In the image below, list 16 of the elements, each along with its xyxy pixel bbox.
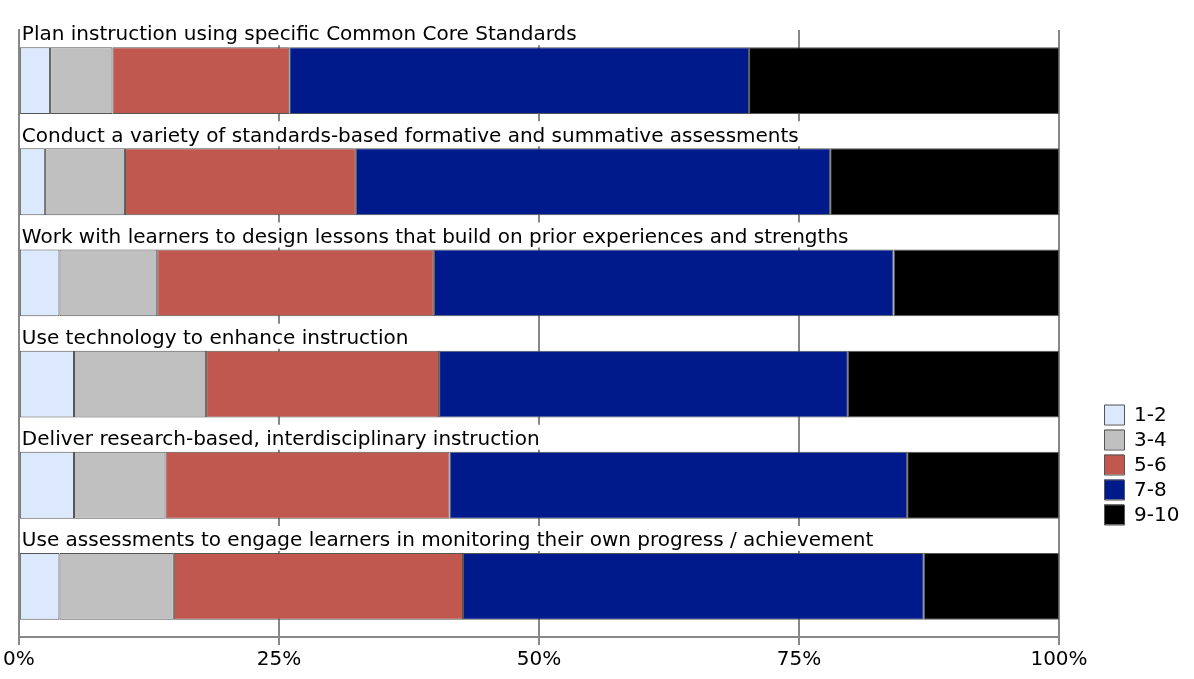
legend-label: 7-8: [1134, 476, 1167, 501]
x-tick-label: 25%: [256, 646, 302, 671]
y-tick-label: Work with learners to design lessons that build on prior experiences and strengths: [21, 223, 849, 248]
legend-label: 5-6: [1134, 451, 1167, 476]
y-tick-label: Deliver research-based, interdisciplinary instruction: [21, 426, 540, 451]
x-tick-label: 100%: [1030, 646, 1088, 671]
legend-label: 3-4: [1134, 426, 1167, 451]
x-tick-label: 50%: [516, 646, 562, 671]
y-tick-label: Conduct a variety of standards-based formative and summative assessments: [21, 122, 799, 147]
legend-label: 9-10: [1134, 501, 1180, 526]
x-tick-label: 0%: [3, 646, 35, 671]
legend-label: 1-2: [1134, 401, 1167, 426]
x-tick-label: 75%: [776, 646, 822, 671]
y-tick-label: Plan instruction using specific Common Core Standards: [21, 21, 577, 46]
y-tick-label: Use assessments to engage learners in monitoring their own progress / achievement: [21, 527, 874, 552]
y-tick-label: Use technology to enhance instruction: [21, 324, 409, 349]
